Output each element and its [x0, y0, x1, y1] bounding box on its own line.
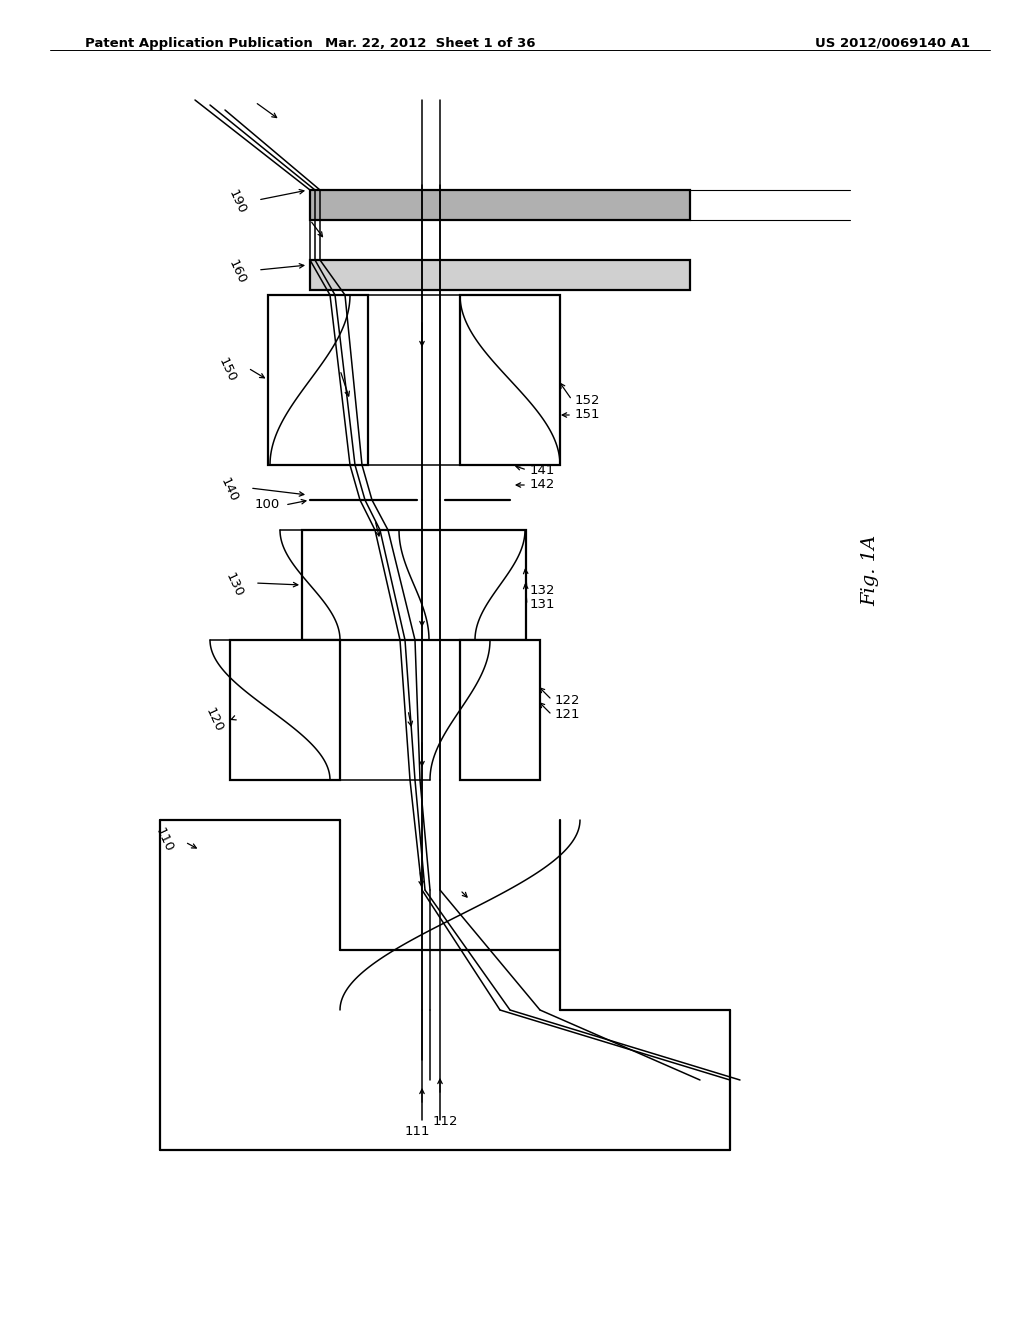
Text: 151: 151	[575, 408, 600, 421]
Text: 160: 160	[225, 257, 248, 286]
Text: 112: 112	[432, 1115, 458, 1129]
Text: 132: 132	[530, 583, 555, 597]
Text: 141: 141	[530, 463, 555, 477]
Text: 152: 152	[575, 393, 600, 407]
Bar	[460, 640, 540, 780]
Text: 122: 122	[555, 693, 581, 706]
Text: 190: 190	[225, 187, 248, 216]
Text: 121: 121	[555, 709, 581, 722]
Text: 110: 110	[153, 826, 175, 854]
Text: 100: 100	[255, 499, 280, 511]
Text: Mar. 22, 2012  Sheet 1 of 36: Mar. 22, 2012 Sheet 1 of 36	[325, 37, 536, 50]
Bar	[310, 190, 690, 220]
Bar	[310, 260, 690, 290]
Text: US 2012/0069140 A1: US 2012/0069140 A1	[815, 37, 970, 50]
Text: Patent Application Publication: Patent Application Publication	[85, 37, 312, 50]
Bar	[460, 294, 560, 465]
Text: 111: 111	[404, 1125, 430, 1138]
Text: 142: 142	[530, 479, 555, 491]
Text: 130: 130	[222, 570, 245, 599]
Text: Fig. 1A: Fig. 1A	[861, 535, 879, 606]
Text: 131: 131	[530, 598, 555, 611]
Text: 120: 120	[203, 706, 225, 734]
Bar	[302, 531, 526, 640]
Text: 150: 150	[215, 356, 238, 384]
Bar	[230, 640, 340, 780]
Bar	[268, 294, 368, 465]
Text: 140: 140	[217, 475, 240, 504]
